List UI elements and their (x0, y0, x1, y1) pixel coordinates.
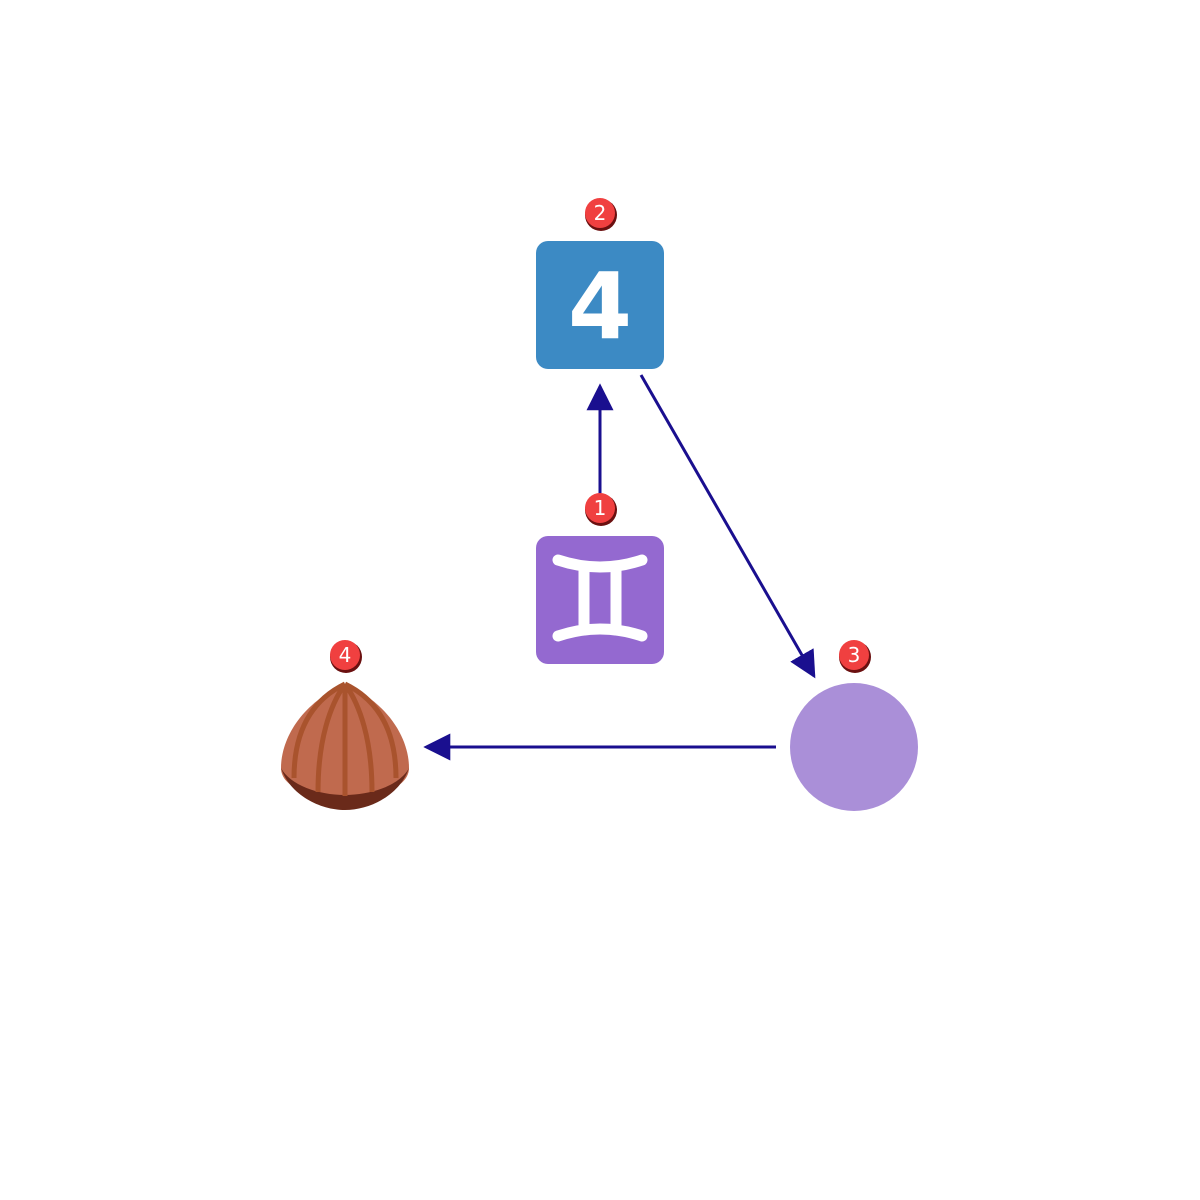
badge-3: 3 (839, 640, 871, 673)
badge-1: 1 (585, 493, 617, 526)
badge-2-label: 2 (594, 201, 607, 225)
edges (423, 374, 816, 761)
purple-circle-icon (790, 683, 918, 811)
badge-4-label: 4 (339, 643, 352, 667)
node-4[interactable] (281, 681, 409, 810)
node-2[interactable]: 4 (536, 241, 664, 369)
keycap-digit-four-icon: 4 (536, 241, 664, 369)
node-3[interactable] (790, 683, 918, 811)
node-1[interactable] (536, 536, 664, 664)
gemini-icon (536, 536, 664, 664)
keycap-digit-label: 4 (568, 253, 632, 360)
badges: 1 2 3 4 (330, 198, 871, 673)
edge-2-to-3 (639, 374, 816, 679)
badge-3-label: 3 (848, 643, 861, 667)
badge-2: 2 (585, 198, 617, 231)
badge-1-label: 1 (594, 496, 607, 520)
chestnut-icon (281, 681, 409, 810)
badge-4: 4 (330, 640, 362, 673)
